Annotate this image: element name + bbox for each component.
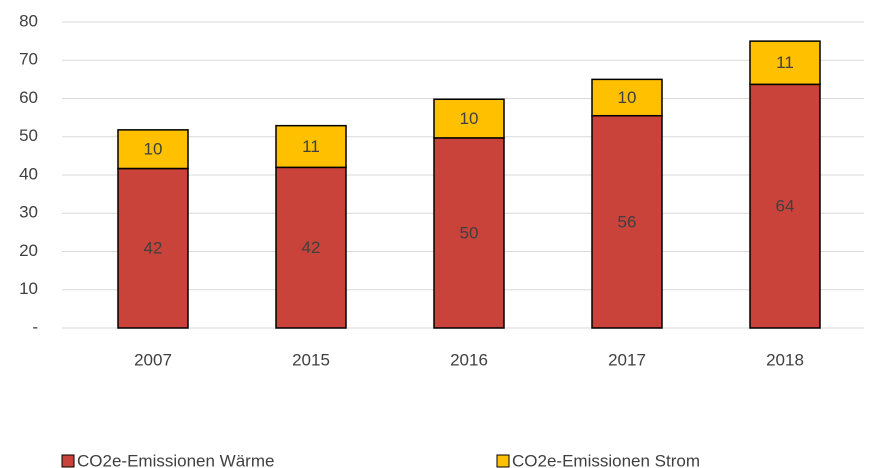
y-tick-label: 10	[19, 279, 38, 298]
legend-swatch	[61, 454, 75, 468]
bar-segment	[433, 137, 505, 329]
x-tick-label: 2007	[134, 350, 172, 369]
x-tick-label: 2015	[292, 350, 330, 369]
data-label: 11	[302, 137, 320, 156]
data-label: 50	[460, 223, 479, 242]
data-label: 42	[302, 238, 321, 257]
x-tick-label: 2018	[766, 350, 804, 369]
data-label: 56	[618, 212, 637, 231]
bar-segment	[117, 167, 189, 329]
bar-segment	[749, 40, 821, 86]
y-tick-label: 40	[19, 164, 38, 183]
data-label: 10	[460, 109, 479, 128]
y-tick-label: 80	[19, 11, 38, 30]
data-label: 42	[144, 239, 163, 258]
data-label: 11	[776, 53, 794, 72]
legend-label: CO2e-Emissionen Strom	[512, 451, 700, 468]
data-label: 10	[618, 88, 637, 107]
y-tick-label: 60	[19, 88, 38, 107]
bar-segment	[275, 124, 347, 169]
bar-segment	[749, 83, 821, 329]
data-label: 10	[144, 140, 163, 159]
bar-segment	[591, 78, 663, 117]
bar-segment	[275, 166, 347, 329]
bar-segment	[117, 129, 189, 170]
x-tick-label: 2016	[450, 350, 488, 369]
y-tick-label: -	[32, 317, 38, 336]
legend-label: CO2e-Emissionen Wärme	[77, 451, 274, 468]
y-tick-label: 30	[19, 203, 38, 222]
y-tick-label: 50	[19, 126, 38, 145]
legend-swatch	[496, 454, 510, 468]
y-tick-label: 70	[19, 50, 38, 69]
y-tick-label: 20	[19, 241, 38, 260]
bar-segment	[433, 98, 505, 139]
x-tick-label: 2017	[608, 350, 646, 369]
data-label: 64	[776, 197, 795, 216]
